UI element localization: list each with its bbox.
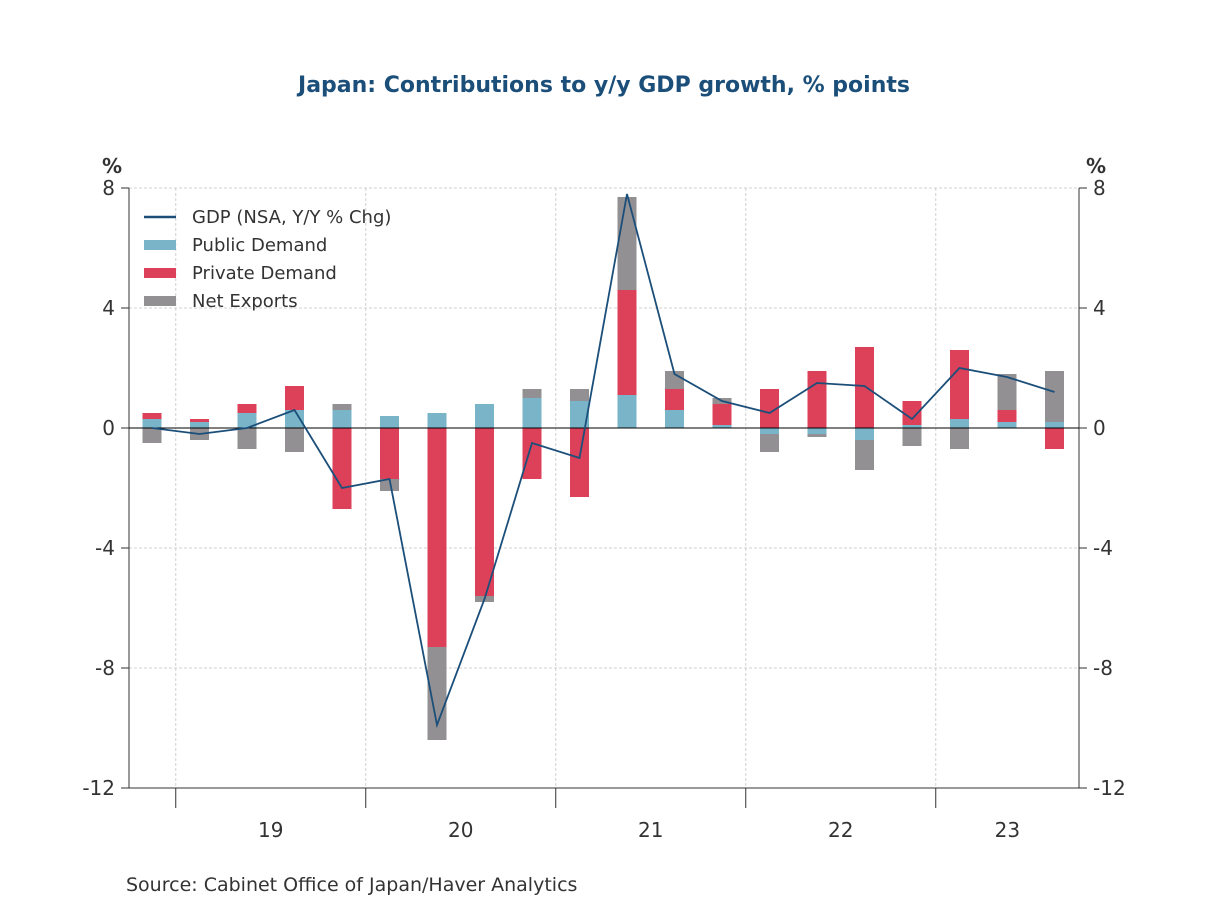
private-demand-bar [238,404,257,413]
x-year-label: 21 [638,818,663,842]
private-demand-bar [428,428,447,647]
x-year-label: 22 [828,818,853,842]
net-exports-bar [1045,371,1064,422]
right-axis-unit: % [1086,154,1106,178]
public-demand-bar [428,413,447,428]
left-y-tick-label: 4 [102,296,115,320]
right-y-tick-label: -8 [1093,656,1113,680]
public-demand-bar [855,428,874,440]
legend-swatch [144,240,176,250]
public-demand-bar [1045,422,1064,428]
left-y-tick-label: 0 [102,416,115,440]
private-demand-bar [950,350,969,419]
private-demand-bar [380,428,399,479]
private-demand-bar [285,386,304,410]
right-y-tick-label: -12 [1093,776,1126,800]
private-demand-bar [618,290,637,395]
legend-label: GDP (NSA, Y/Y % Chg) [192,207,391,228]
private-demand-bar [665,389,684,410]
net-exports-bar [760,434,779,452]
private-demand-bar [523,428,542,479]
right-y-tick-label: 0 [1093,416,1106,440]
legend-net-exports: Net Exports [144,291,298,312]
net-exports-bar [618,197,637,290]
right-y-tick-label: 4 [1093,296,1106,320]
left-y-tick-label: -4 [95,536,115,560]
public-demand-bar [380,416,399,428]
public-demand-bar [665,410,684,428]
private-demand-bar [1045,428,1064,449]
chart-canvas: Japan: Contributions to y/y GDP growth, … [0,0,1208,906]
chart-title: Japan: Contributions to y/y GDP growth, … [296,73,910,98]
net-exports-bar [238,428,257,449]
private-demand-bar [998,410,1017,422]
private-demand-bar [855,347,874,428]
private-demand-bar [190,419,209,422]
legend-gdp: GDP (NSA, Y/Y % Chg) [144,207,391,228]
net-exports-bar [143,428,162,443]
right-y-tick-label: 8 [1093,176,1106,200]
x-year-label: 20 [448,818,473,842]
public-demand-bar [998,422,1017,428]
net-exports-bar [285,428,304,452]
legend: GDP (NSA, Y/Y % Chg) Public Demand Private… [144,207,391,312]
public-demand-bar [190,422,209,428]
public-demand-bar [523,398,542,428]
private-demand-bar [570,428,589,497]
net-exports-bar [333,404,352,410]
net-exports-bar [808,434,827,437]
x-year-label: 23 [995,818,1020,842]
public-demand-bar [760,428,779,434]
left-axis-unit: % [102,154,122,178]
public-demand-bar [808,428,827,434]
legend-label: Private Demand [192,263,337,284]
public-demand-bar [618,395,637,428]
legend-label: Net Exports [192,291,298,312]
private-demand-bar [475,428,494,596]
private-demand-bar [713,404,732,425]
legend-swatch [144,296,176,306]
left-y-tick-label: -8 [95,656,115,680]
net-exports-bar [570,389,589,401]
legend-swatch [144,268,176,278]
net-exports-bar [903,428,922,446]
legend-label: Public Demand [192,235,327,256]
left-y-tick-label: 8 [102,176,115,200]
x-year-label: 19 [258,818,283,842]
public-demand-bar [143,419,162,428]
public-demand-bar [950,419,969,428]
net-exports-bar [523,389,542,398]
right-y-tick-label: -4 [1093,536,1113,560]
chart-container: Japan: Contributions to y/y GDP growth, … [0,0,1208,906]
private-demand-bar [143,413,162,419]
source-note: Source: Cabinet Office of Japan/Haver An… [126,874,577,896]
private-demand-bar [333,428,352,509]
legend-public-demand: Public Demand [144,235,327,256]
legend-private-demand: Private Demand [144,263,337,284]
left-y-tick-label: -12 [82,776,115,800]
private-demand-bar [808,371,827,428]
net-exports-bar [855,440,874,470]
public-demand-bar [475,404,494,428]
public-demand-bar [333,410,352,428]
net-exports-bar [950,428,969,449]
